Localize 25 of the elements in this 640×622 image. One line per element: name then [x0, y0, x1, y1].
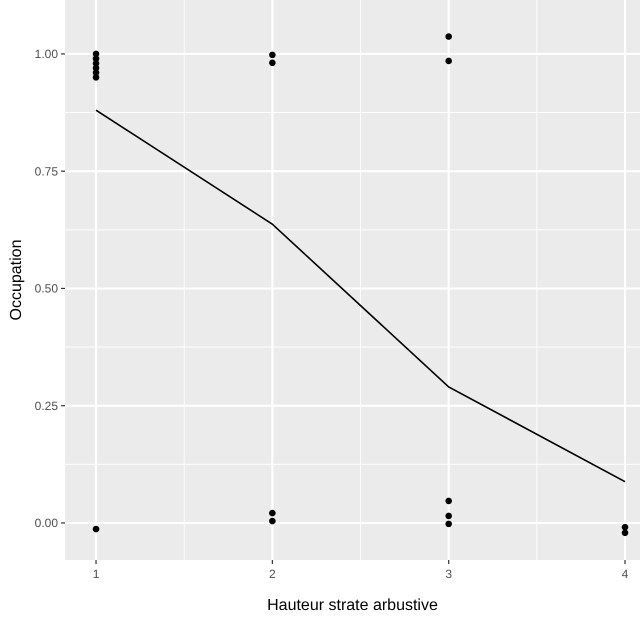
x-axis-title: Hauteur strate arbustive: [267, 597, 438, 614]
point: [445, 498, 452, 504]
point: [445, 520, 452, 528]
y-tick-label: 0.00: [34, 516, 58, 530]
point: [92, 74, 100, 81]
x-tick-label: 4: [622, 567, 629, 581]
x-tick-label: 1: [92, 567, 100, 581]
y-tick-label: 0.25: [34, 398, 58, 413]
point: [445, 512, 452, 520]
point: [622, 529, 628, 536]
line-series: [95, 109, 626, 482]
y-axis-title: Occupation: [8, 240, 25, 320]
point: [445, 58, 452, 64]
point: [269, 510, 276, 516]
y-tick-label: 1.00: [34, 47, 58, 62]
y-tick-label: 0.50: [34, 282, 58, 296]
point: [92, 526, 100, 532]
point: [269, 52, 276, 58]
point: [269, 60, 276, 66]
point: [622, 524, 628, 530]
point: [445, 33, 452, 40]
x-tick-label: 2: [269, 567, 276, 581]
y-tick-label: 0.75: [34, 164, 58, 178]
point: [269, 518, 276, 524]
x-tick-label: 3: [445, 567, 452, 581]
